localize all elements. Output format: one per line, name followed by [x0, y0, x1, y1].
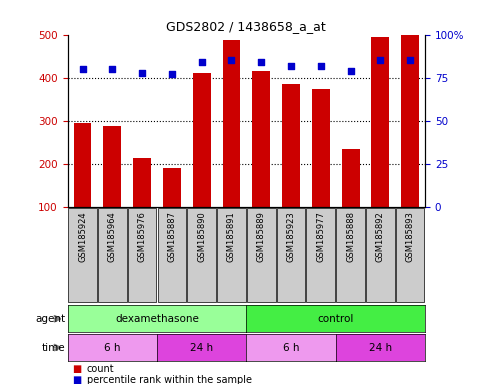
Point [347, 68, 355, 74]
Text: GSM185977: GSM185977 [316, 211, 325, 262]
Point [287, 63, 295, 69]
Bar [103, 126, 121, 207]
Bar [341, 149, 359, 207]
Text: GSM185976: GSM185976 [138, 211, 146, 262]
Bar [401, 35, 419, 207]
FancyBboxPatch shape [396, 208, 425, 303]
Bar [371, 37, 389, 207]
FancyBboxPatch shape [68, 208, 97, 303]
Point [79, 66, 86, 72]
Bar [223, 40, 241, 207]
FancyBboxPatch shape [187, 208, 216, 303]
Text: control: control [317, 314, 354, 324]
Text: dexamethasone: dexamethasone [115, 314, 199, 324]
Text: count: count [87, 364, 114, 374]
FancyBboxPatch shape [217, 208, 246, 303]
Point [138, 70, 146, 76]
FancyBboxPatch shape [128, 208, 156, 303]
Text: 6 h: 6 h [104, 343, 121, 353]
Text: 24 h: 24 h [190, 343, 213, 353]
Text: 24 h: 24 h [369, 343, 392, 353]
Point [377, 58, 384, 64]
Text: ■: ■ [72, 375, 82, 384]
Text: agent: agent [35, 314, 65, 324]
Point [168, 71, 176, 78]
Title: GDS2802 / 1438658_a_at: GDS2802 / 1438658_a_at [167, 20, 326, 33]
Bar [193, 73, 211, 207]
Bar [133, 158, 151, 207]
Point [257, 59, 265, 65]
Text: 6 h: 6 h [283, 343, 299, 353]
FancyBboxPatch shape [336, 208, 365, 303]
Text: GSM185891: GSM185891 [227, 211, 236, 262]
Text: GSM185889: GSM185889 [257, 211, 266, 262]
FancyBboxPatch shape [98, 208, 127, 303]
Text: percentile rank within the sample: percentile rank within the sample [87, 375, 252, 384]
Bar [163, 169, 181, 207]
Point [406, 58, 414, 64]
Point [317, 63, 325, 69]
Bar [282, 84, 300, 207]
FancyBboxPatch shape [277, 208, 305, 303]
FancyBboxPatch shape [366, 208, 395, 303]
FancyBboxPatch shape [307, 208, 335, 303]
FancyBboxPatch shape [157, 208, 186, 303]
Text: ■: ■ [72, 364, 82, 374]
Point [109, 66, 116, 72]
Text: GSM185888: GSM185888 [346, 211, 355, 262]
Text: GSM185893: GSM185893 [406, 211, 414, 262]
Text: time: time [42, 343, 65, 353]
Bar [312, 89, 330, 207]
Bar [252, 71, 270, 207]
Text: GSM185892: GSM185892 [376, 211, 385, 262]
Bar [73, 123, 91, 207]
Text: GSM185924: GSM185924 [78, 211, 87, 262]
Point [227, 58, 235, 64]
Text: GSM185890: GSM185890 [197, 211, 206, 262]
Text: GSM185964: GSM185964 [108, 211, 117, 262]
Point [198, 59, 206, 65]
Text: GSM185923: GSM185923 [286, 211, 296, 262]
Text: GSM185887: GSM185887 [168, 211, 176, 262]
FancyBboxPatch shape [247, 208, 275, 303]
